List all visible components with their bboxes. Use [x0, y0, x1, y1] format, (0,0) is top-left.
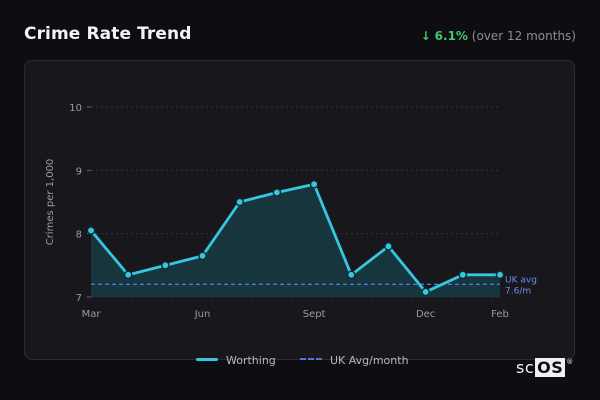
data-point-jul	[235, 197, 245, 207]
data-point-mar	[86, 226, 96, 235]
data-point-sept	[309, 179, 319, 189]
y-axis-label: Crimes per 1,000	[45, 159, 56, 246]
series-line-worthing	[89, 182, 502, 294]
data-point-nov	[384, 242, 393, 251]
x-tick-label-sept: Sept	[303, 309, 326, 320]
change-indicator: ↓ 6.1% (over 12 months)	[421, 29, 576, 43]
legend-swatch-worthing	[196, 357, 218, 361]
change-period: (over 12 months)	[471, 29, 576, 43]
change-percent: 6.1%	[434, 29, 468, 43]
chart-header: Crime Rate Trend ↓ 6.1% (over 12 months)	[24, 24, 576, 52]
x-tick-label-feb: Feb	[491, 309, 509, 320]
x-tick-label-dec: Dec	[416, 309, 435, 320]
y-tick-label-10: 10	[69, 103, 82, 114]
data-point-apr	[123, 270, 133, 280]
chart-title: Crime Rate Trend	[24, 24, 192, 44]
data-point-jan	[458, 270, 468, 280]
chart-legend: Worthing UK Avg/month	[0, 354, 600, 370]
logo-registered-mark: ®	[566, 358, 574, 366]
data-point-oct	[346, 270, 356, 280]
legend-swatch-uk-avg	[300, 358, 322, 360]
x-tick-label-mar: Mar	[82, 309, 102, 320]
y-tick-label-7: 7	[76, 293, 82, 304]
series-area-worthing	[91, 184, 500, 297]
legend-item-uk-avg[interactable]: UK Avg/month	[300, 354, 409, 367]
uk-avg-annotation-line1: UK avg	[505, 275, 537, 285]
data-point-may	[161, 261, 170, 270]
legend-label-uk-avg: UK Avg/month	[330, 354, 409, 367]
down-arrow-icon: ↓	[420, 29, 431, 43]
legend-item-worthing[interactable]: Worthing	[196, 354, 276, 367]
uk-avg-annotation-line2: 7.6/m	[505, 286, 531, 296]
legend-label-worthing: Worthing	[226, 354, 276, 367]
y-tick-label-8: 8	[76, 230, 82, 241]
data-point-aug	[272, 188, 282, 197]
data-point-feb	[495, 270, 505, 280]
y-tick-label-9: 9	[76, 166, 82, 177]
x-tick-label-jun: Jun	[194, 309, 211, 320]
data-point-jun	[198, 251, 207, 261]
scos-logo: sc OS ®	[516, 358, 574, 380]
logo-prefix: sc	[516, 358, 535, 377]
data-point-dec	[421, 287, 430, 297]
logo-box: OS	[535, 358, 566, 377]
